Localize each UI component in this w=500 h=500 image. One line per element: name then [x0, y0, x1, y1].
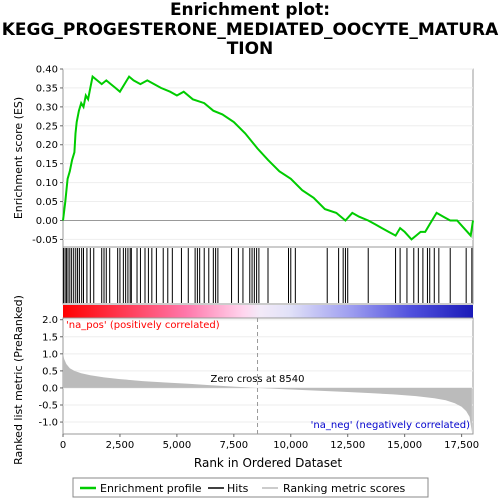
- chart-title: Enrichment plot: KEGG_PROGESTERONE_MEDIA…: [0, 0, 500, 60]
- title-line-1: Enrichment plot:: [169, 0, 331, 20]
- es-tick-label: 0.00: [36, 216, 58, 227]
- metric-grid: [63, 319, 473, 423]
- metric-tick-label: 0.0: [42, 383, 58, 394]
- x-tick-label: 2,500: [106, 440, 135, 451]
- es-panel: 0.40 0.35 0.30 0.25 0.20 0.15 0.10 0.05 0.00 -0.0…: [12, 65, 474, 248]
- es-tick-label: 0.30: [36, 102, 58, 113]
- hits-panel: [62, 246, 474, 305]
- metric-panel-frame: [62, 317, 474, 435]
- x-tick-label: 5,000: [163, 440, 192, 451]
- positive-correlation-label: 'na_pos' (positively correlated): [66, 320, 220, 331]
- x-tick-label: 0: [60, 440, 66, 451]
- legend-hits-label: Hits: [227, 482, 249, 495]
- metric-x-label: Rank in Ordered Dataset: [194, 456, 342, 470]
- es-tick-label: 0.25: [36, 121, 58, 132]
- x-tick-label: 12,500: [330, 440, 365, 451]
- es-tick-label: 0.05: [36, 197, 58, 208]
- metric-x-ticks: 0 2,500 5,000 7,500 10,000 12,500 15,000 17,500: [60, 434, 479, 451]
- es-tick-label: 0.20: [36, 140, 58, 151]
- metric-tick-label: -0.5: [38, 401, 58, 412]
- metric-tick-label: 1.5: [42, 332, 58, 343]
- es-tick-label: 0.35: [36, 83, 58, 94]
- hit-ticks: [62, 248, 473, 303]
- legend: Enrichment profile Hits Ranking metric s…: [72, 477, 429, 498]
- x-tick-label: 15,000: [387, 440, 422, 451]
- x-tick-label: 10,000: [273, 440, 308, 451]
- x-tick-label: 7,500: [220, 440, 249, 451]
- metric-tick-label: 0.5: [42, 366, 58, 377]
- metric-tick-label: -1.0: [38, 418, 58, 429]
- es-y-label: Enrichment score (ES): [12, 97, 25, 219]
- metric-tick-label: 1.0: [42, 349, 58, 360]
- zero-cross-label: Zero cross at 8540: [211, 374, 305, 385]
- es-tick-label: 0.40: [36, 65, 58, 76]
- legend-metric-label: Ranking metric scores: [283, 482, 405, 495]
- ranked-heat-bar: [63, 305, 473, 318]
- heatmap-bar: [63, 305, 473, 318]
- enrichment-profile-line: [62, 74, 474, 241]
- es-y-ticks: 0.40 0.35 0.30 0.25 0.20 0.15 0.10 0.05 0.00 -0.0…: [32, 65, 63, 246]
- es-tick-label: 0.10: [36, 178, 58, 189]
- legend-box: [72, 477, 429, 498]
- metric-y-ticks: 2.0 1.5 1.0 0.5 0.0 -0.5 -1.0: [38, 315, 63, 429]
- metric-panel: Zero cross at 8540 'na_pos' (positively …: [12, 295, 479, 470]
- legend-enrichment-label: Enrichment profile: [100, 482, 202, 495]
- title-line-3: TION: [226, 39, 274, 59]
- es-panel-frame: [62, 68, 474, 248]
- ranking-metric-area: [63, 352, 472, 433]
- x-tick-label: 17,500: [444, 440, 479, 451]
- metric-y-label: Ranked list metric (PreRanked): [12, 295, 25, 465]
- es-tick-label: -0.05: [32, 235, 58, 246]
- title-line-2: KEGG_PROGESTERONE_MEDIATED_OOCYTE_MATURA: [1, 19, 499, 40]
- metric-tick-label: 2.0: [42, 315, 58, 326]
- negative-correlation-label: 'na_neg' (negatively correlated): [311, 420, 470, 431]
- es-tick-label: 0.15: [36, 159, 58, 170]
